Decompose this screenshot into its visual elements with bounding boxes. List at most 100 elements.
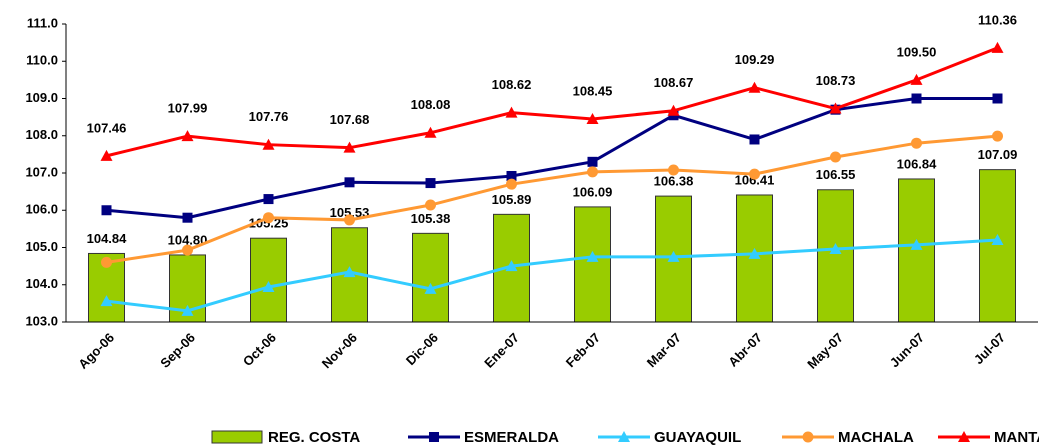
- point: [424, 126, 437, 138]
- bar: [979, 169, 1016, 323]
- point: [506, 178, 517, 190]
- x-tick-label: Dic-06: [403, 330, 441, 368]
- point: [182, 244, 193, 256]
- point: [587, 166, 598, 178]
- point: [992, 93, 1003, 104]
- point: [344, 214, 355, 226]
- point: [829, 242, 842, 254]
- data-label: 105.89: [492, 192, 532, 207]
- legend-swatch: [211, 430, 263, 444]
- point: [910, 73, 923, 85]
- point: [262, 138, 275, 150]
- point: [830, 151, 841, 163]
- point: [991, 41, 1004, 53]
- data-label: 106.84: [897, 156, 938, 171]
- data-label: 107.09: [978, 147, 1018, 162]
- data-label: 107.68: [330, 112, 370, 127]
- data-label: 104.80: [168, 232, 208, 247]
- point: [506, 170, 517, 181]
- y-tick-label: 109.0: [25, 90, 58, 105]
- point: [911, 93, 922, 104]
- point: [667, 250, 680, 262]
- data-label: 110.36: [978, 12, 1017, 27]
- point: [911, 137, 922, 149]
- x-tick-label: Feb-07: [563, 330, 603, 370]
- y-tick-label: 104.0: [25, 276, 58, 291]
- y-tick-label: 111.0: [27, 15, 58, 30]
- point: [181, 130, 194, 142]
- point: [263, 194, 274, 205]
- point: [748, 247, 761, 259]
- point: [748, 81, 761, 93]
- point: [182, 212, 193, 223]
- point: [101, 205, 112, 216]
- point: [505, 260, 518, 272]
- bar: [574, 206, 611, 323]
- legend-label: GUAYAQUIL: [654, 429, 741, 446]
- data-label: 108.45: [573, 83, 613, 98]
- data-label: 109.50: [897, 44, 937, 59]
- point: [587, 156, 598, 167]
- point: [425, 178, 436, 189]
- x-tick-label: Abr-07: [725, 330, 765, 370]
- x-tick-label: Nov-06: [319, 330, 360, 371]
- point: [749, 134, 760, 145]
- data-label: 107.99: [168, 101, 208, 116]
- x-tick-label: Oct-06: [240, 330, 279, 369]
- data-label: 105.38: [411, 211, 451, 226]
- point: [749, 168, 760, 180]
- bar: [250, 237, 287, 323]
- data-label: 106.09: [573, 184, 613, 199]
- bar: [412, 232, 449, 323]
- point: [586, 112, 599, 124]
- line: [106, 134, 998, 264]
- point: [505, 106, 518, 118]
- data-label: 107.46: [87, 120, 127, 135]
- point: [262, 280, 275, 292]
- point: [343, 266, 356, 278]
- data-label: 108.08: [411, 97, 451, 112]
- data-label: 104.84: [87, 231, 128, 246]
- legend-marker: [618, 431, 630, 442]
- point: [668, 164, 679, 176]
- line: [106, 238, 998, 313]
- x-tick-label: Mar-07: [644, 330, 684, 370]
- data-label: 108.67: [654, 75, 694, 90]
- data-label: 106.38: [654, 174, 694, 189]
- point: [425, 199, 436, 211]
- legend-label: MANTA: [994, 429, 1039, 446]
- x-tick-label: Ago-06: [75, 330, 117, 372]
- point: [910, 238, 923, 250]
- y-tick-label: 105.0: [25, 239, 58, 254]
- point: [101, 256, 112, 268]
- legend-label: REG. COSTA: [268, 429, 360, 446]
- point: [100, 295, 113, 307]
- point: [991, 234, 1004, 246]
- x-tick-label: Jun-07: [887, 330, 927, 370]
- point: [829, 102, 842, 114]
- x-tick-label: Sep-06: [157, 330, 198, 371]
- line: [106, 97, 998, 220]
- x-tick-label: Ene-07: [481, 330, 522, 371]
- y-tick-label: 103.0: [25, 313, 58, 328]
- point: [586, 250, 599, 262]
- data-label: 108.62: [492, 77, 532, 92]
- y-tick-label: 110.0: [26, 53, 58, 68]
- point: [344, 177, 355, 188]
- legend-label: ESMERALDA: [464, 429, 559, 446]
- legend-marker: [958, 431, 970, 442]
- data-label: 105.53: [330, 205, 370, 220]
- point: [992, 130, 1003, 142]
- point: [181, 304, 194, 316]
- point: [343, 141, 356, 153]
- data-label: 108.73: [816, 73, 856, 88]
- legend-marker: [802, 431, 814, 443]
- legend-label: MACHALA: [838, 429, 914, 446]
- data-label: 106.41: [735, 172, 775, 187]
- point: [667, 104, 680, 116]
- y-tick-label: 108.0: [25, 127, 58, 142]
- data-label: 106.55: [816, 167, 856, 182]
- y-tick-label: 106.0: [25, 202, 58, 217]
- x-tick-label: Jul-07: [971, 330, 1008, 367]
